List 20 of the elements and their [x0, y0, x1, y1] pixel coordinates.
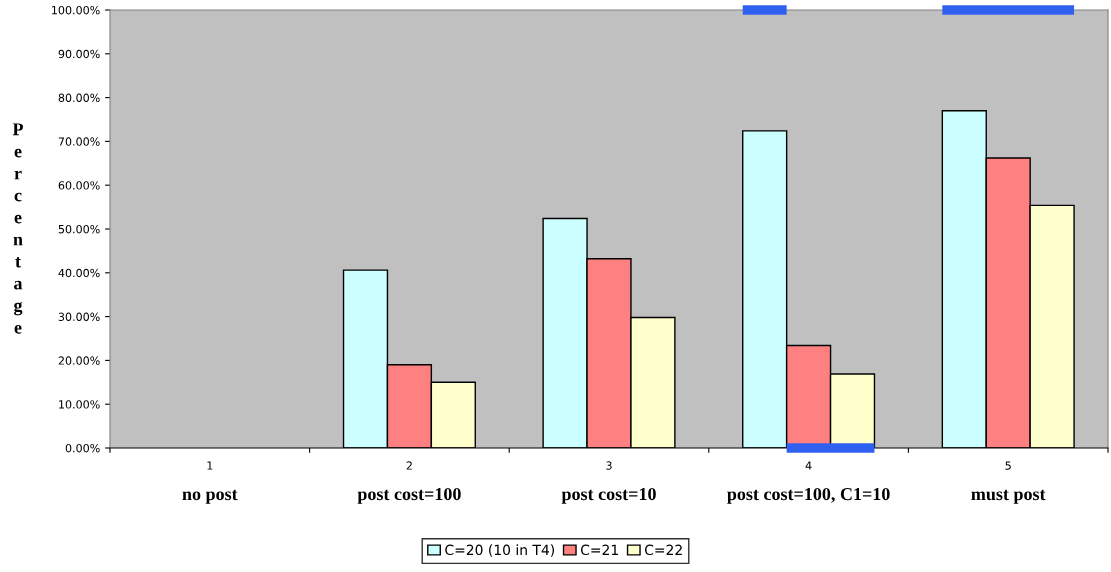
text: Percentage: [12, 123, 23, 334]
y-tick-label: 0.00%: [65, 443, 100, 453]
y-tick-label: 90.00%: [58, 49, 100, 59]
category-label: 2 post cost=100: [357, 461, 461, 504]
y-tick-label: 100.00%: [52, 5, 100, 15]
y-tick-label: 50.00%: [58, 224, 100, 234]
legend-label: C=22: [644, 544, 682, 556]
y-tick-label: 10.00%: [59, 400, 100, 409]
y-tick-label: 40.00%: [58, 268, 100, 278]
y-tick-label: 20.00%: [58, 356, 100, 365]
category-label: 1 no post: [182, 461, 238, 504]
category-label: 3 post cost=10: [561, 461, 656, 504]
y-tick-label: 80.00%: [58, 93, 100, 102]
y-tick-label: 60.00%: [58, 181, 100, 190]
y-tick-label: 30.00%: [58, 312, 100, 321]
legend-label: C=21: [580, 544, 618, 556]
category-label: 5 must post: [971, 461, 1046, 504]
y-tick-label: 70.00%: [58, 137, 100, 146]
legend-label: C=20 (10 in T4): [445, 544, 554, 557]
category-label: 4 post cost=100, C1=10: [727, 461, 890, 504]
